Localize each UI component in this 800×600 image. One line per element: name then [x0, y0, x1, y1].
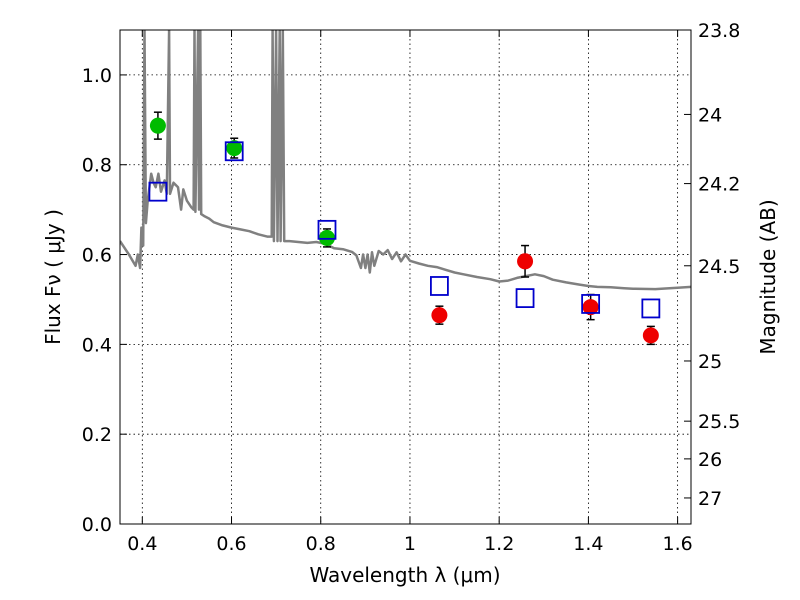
y-axis-title: Flux Fν ( μJy ) [41, 209, 65, 345]
model-flux-square [430, 276, 449, 296]
grid-layer [120, 30, 691, 524]
observed-flux-point [582, 299, 599, 316]
y-tick-label: 1.0 [82, 65, 112, 87]
model-flux-square [224, 141, 244, 162]
observed-flux-point [149, 117, 166, 134]
right-axis-title: Magnitude (AB) [756, 199, 780, 354]
right-tick-label: 27 [698, 488, 722, 510]
model-flux-square [317, 219, 337, 240]
observed-flux-point [431, 307, 448, 324]
x-tick-label: 1.4 [573, 533, 603, 555]
y-tick-label: 0.0 [82, 514, 112, 536]
observed-flux-point [226, 140, 243, 157]
model-flux-square [581, 294, 601, 314]
right-tick-label: 25.5 [698, 411, 740, 433]
right-tick-label: 23.8 [698, 20, 740, 42]
y-tick-label: 0.2 [82, 424, 112, 446]
x-tick-label: 1.6 [663, 533, 693, 555]
observed-flux-point [642, 327, 659, 344]
observed-flux-point [318, 229, 335, 246]
model-flux-square [641, 298, 661, 319]
right-tick-label: 24.2 [698, 174, 740, 196]
x-tick-label: 1 [404, 533, 416, 555]
model-flux-square [515, 288, 535, 309]
right-tick-label: 26 [698, 449, 722, 471]
model-flux-square [148, 181, 168, 202]
model-spectrum-line [120, 30, 691, 291]
x-tick-label: 0.8 [306, 533, 336, 555]
right-tick-label: 24.5 [698, 256, 740, 278]
observed-flux-point [517, 253, 534, 270]
right-tick-label: 24 [698, 104, 722, 126]
ticks-layer: 0.4 0.6 0.8 1 1.2 1.4 1.6 0.0 0.2 0.4 0.6 0.8 1.0 23.… [82, 20, 741, 555]
plot-frame [119, 29, 692, 525]
x-tick-label: 0.4 [127, 533, 157, 555]
x-tick-label: 0.6 [216, 533, 246, 555]
y-tick-label: 0.6 [82, 245, 112, 267]
data-points-layer [148, 111, 661, 346]
y-tick-label: 0.4 [82, 334, 112, 356]
x-axis-title: Wavelength λ (μm) [309, 563, 500, 587]
model-spectrum-layer [120, 30, 691, 291]
right-tick-label: 25 [698, 351, 722, 373]
y-tick-label: 0.8 [82, 155, 112, 177]
x-tick-label: 1.2 [484, 533, 514, 555]
